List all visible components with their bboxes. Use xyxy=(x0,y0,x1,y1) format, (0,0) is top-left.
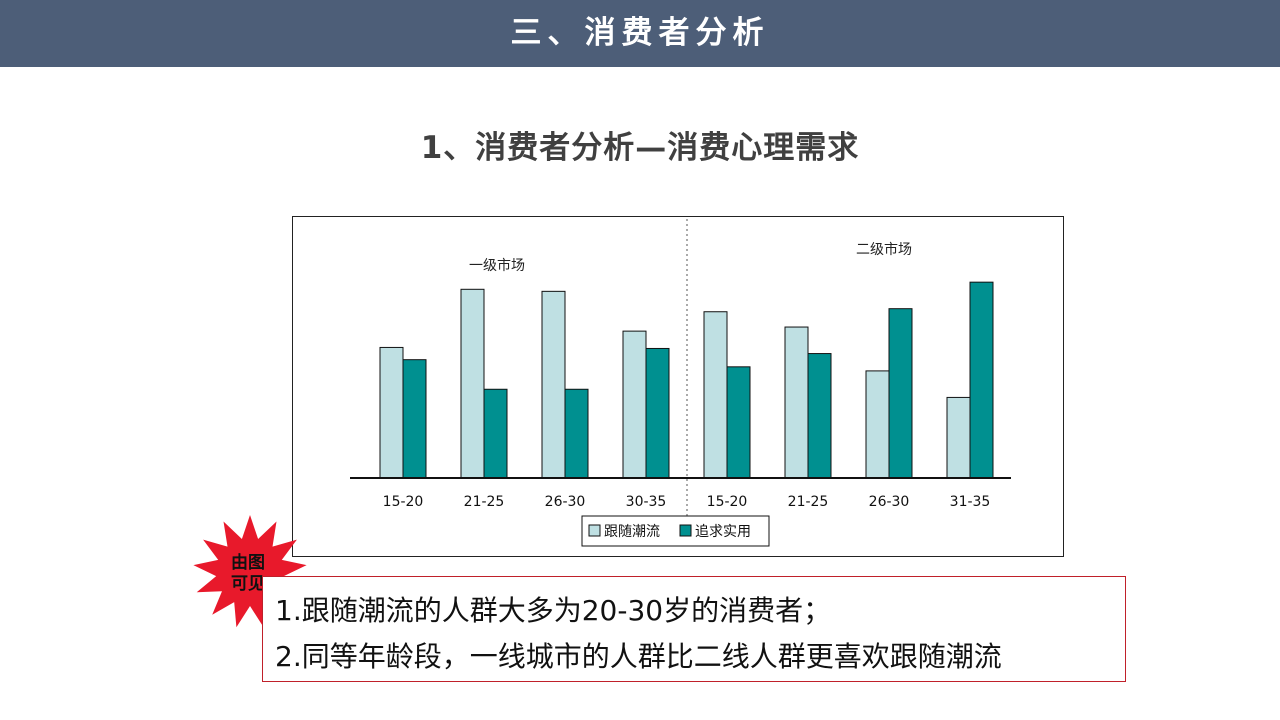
bar-practical-2 xyxy=(564,388,589,479)
bar-practical-7 xyxy=(969,281,994,479)
badge-label: 由图 可见 xyxy=(218,553,278,595)
bar-practical-3 xyxy=(645,347,670,479)
legend-swatch-0 xyxy=(588,524,601,537)
bar-chart: 15-20 21-25 26-30 30-35 15-20 21-25 26-30 31-35… xyxy=(350,219,1011,547)
bar-practical-4 xyxy=(726,366,751,479)
header-bar: 三、消费者分析 xyxy=(0,0,1280,67)
badge-line-1: 由图 xyxy=(231,553,265,573)
x-tick-label: 30-35 xyxy=(626,494,667,510)
legend-label-0: 跟随潮流 xyxy=(604,524,660,540)
legend-swatch-1 xyxy=(679,524,692,537)
bar-practical-5 xyxy=(807,353,832,479)
badge-line-2: 可见 xyxy=(231,574,265,594)
bar-practical-0 xyxy=(402,359,427,479)
x-tick-label: 26-30 xyxy=(869,494,910,510)
bar-trend-5 xyxy=(784,326,809,479)
section-subtitle: 1、消费者分析—消费心理需求 xyxy=(420,130,860,166)
bar-practical-6 xyxy=(888,308,913,479)
bar-trend-4 xyxy=(703,311,728,479)
bar-trend-0 xyxy=(379,346,404,479)
x-tick-label: 21-25 xyxy=(788,494,829,510)
bar-trend-1 xyxy=(460,288,485,479)
x-tick-label: 26-30 xyxy=(545,494,586,510)
bar-practical-1 xyxy=(483,388,508,479)
x-tick-label: 15-20 xyxy=(707,494,748,510)
bar-trend-2 xyxy=(541,290,566,479)
conclusion-line-2: 2.同等年龄段，一线城市的人群比二线人群更喜欢跟随潮流 xyxy=(275,640,1002,673)
bar-trend-7 xyxy=(946,396,971,479)
chart-frame: 15-20 21-25 26-30 30-35 15-20 21-25 26-30 31-35… xyxy=(292,216,1064,557)
legend-label-1: 追求实用 xyxy=(695,524,751,540)
x-tick-label: 15-20 xyxy=(383,494,424,510)
legend-box xyxy=(581,515,770,547)
page-title: 三、消费者分析 xyxy=(510,15,770,51)
group-label-tier1: 一级市场 xyxy=(469,257,525,274)
x-tick-label: 21-25 xyxy=(464,494,505,510)
conclusion-line-1: 1.跟随潮流的人群大多为20-30岁的消费者； xyxy=(275,594,832,627)
x-tick-label: 31-35 xyxy=(950,494,991,510)
bar-trend-6 xyxy=(865,370,890,479)
conclusion-box: 1.跟随潮流的人群大多为20-30岁的消费者； 2.同等年龄段，一线城市的人群比… xyxy=(262,576,1126,682)
bar-trend-3 xyxy=(622,330,647,479)
group-label-tier2: 二级市场 xyxy=(856,241,912,258)
